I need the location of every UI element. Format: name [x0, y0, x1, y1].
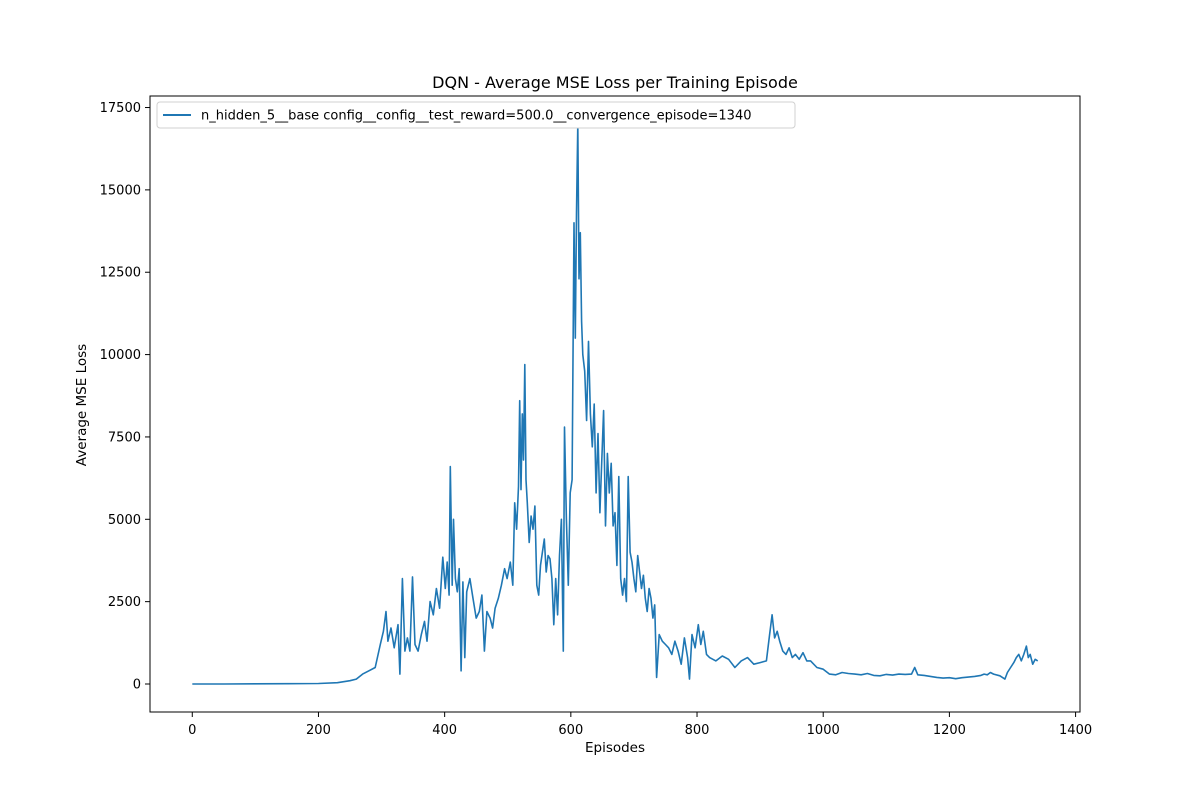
y-tick-label: 2500 — [108, 595, 141, 610]
legend: n_hidden_5__base config__config__test_re… — [156, 101, 796, 129]
y-axis-label: Average MSE Loss — [74, 344, 90, 466]
plot-border — [149, 95, 1081, 713]
x-tick-label: 0 — [188, 723, 196, 738]
y-tick-label: 12500 — [100, 266, 141, 281]
x-tick-label: 600 — [558, 723, 583, 738]
x-axis-label: Episodes — [585, 740, 645, 756]
x-tick-label: 200 — [306, 723, 331, 738]
legend-label: n_hidden_5__base config__config__test_re… — [201, 109, 751, 124]
legend-box — [156, 101, 796, 129]
plot-area — [149, 95, 1081, 713]
y-tick-label: 10000 — [100, 348, 141, 363]
series-layer — [192, 123, 1039, 685]
x-tick-label: 1000 — [807, 723, 840, 738]
y-tick-label: 15000 — [100, 183, 141, 198]
y-tick-label: 7500 — [108, 430, 141, 445]
y-tick-label: 0 — [133, 678, 141, 693]
x-axis: 0 200 400 600 800 1000 1200 1400 — [188, 712, 1092, 738]
y-tick-label: 5000 — [108, 513, 141, 528]
y-axis: 0 2500 5000 7500 10000 12500 15000 17500 — [100, 101, 150, 693]
x-tick-label: 400 — [432, 723, 457, 738]
x-tick-label: 800 — [685, 723, 710, 738]
chart-title: DQN - Average MSE Loss per Training Epis… — [432, 73, 798, 92]
x-tick-label: 1400 — [1059, 723, 1092, 738]
series-line — [192, 123, 1039, 685]
x-tick-label: 1200 — [933, 723, 966, 738]
y-tick-label: 17500 — [100, 101, 141, 116]
